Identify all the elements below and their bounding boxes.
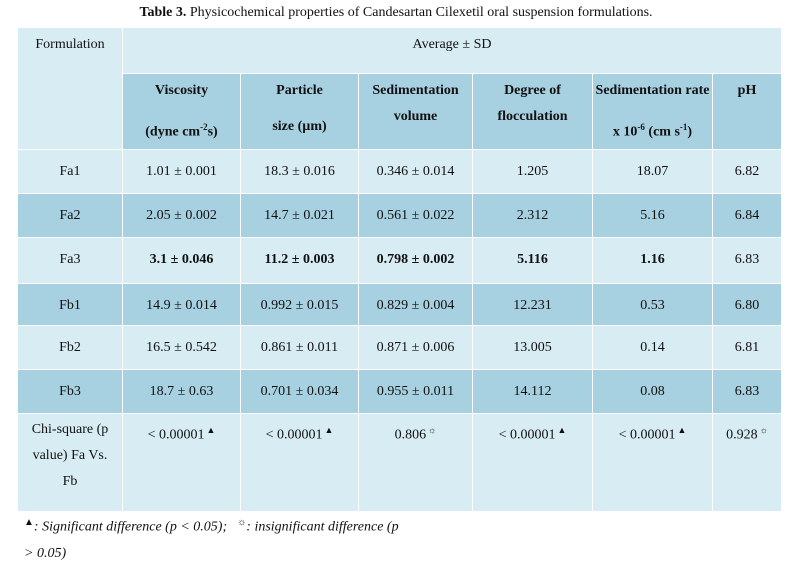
- significant-mark-icon: ▲: [324, 425, 334, 435]
- table-row: Fb3 18.7 ± 0.63 0.701 ± 0.034 0.955 ± 0.…: [17, 369, 782, 414]
- insignificant-mark-icon: ☼: [759, 425, 768, 435]
- significant-mark-icon: ▲: [677, 425, 687, 435]
- col-header-sed-rate-unit: x 10-6 (cm s-1): [612, 122, 693, 140]
- col-header-viscosity-unit: (dyne cm-2s): [145, 122, 218, 140]
- average-sd-header: Average ± SD: [122, 27, 782, 74]
- col-header-viscosity: Viscosity (dyne cm-2s): [122, 73, 241, 150]
- significant-mark-icon: ▲: [206, 425, 216, 435]
- table-row: Fa2 2.05 ± 0.002 14.7 ± 0.021 0.561 ± 0.…: [17, 193, 782, 238]
- insignificant-mark-icon: ☼: [237, 517, 247, 528]
- formulation-header: Formulation: [17, 27, 123, 150]
- table-row: Fb2 16.5 ± 0.542 0.861 ± 0.011 0.871 ± 0…: [17, 325, 782, 370]
- insignificant-mark-icon: ☼: [428, 425, 437, 435]
- footnote: ▲: Significant difference (p < 0.05); ☼: …: [24, 517, 399, 561]
- col-header-sed-rate: Sedimentation rate x 10-6 (cm s-1): [592, 73, 713, 150]
- col-header-sed-volume: Sedimentation volume: [358, 73, 473, 150]
- col-header-ph: pH: [712, 73, 782, 150]
- col-header-flocculation: Degree of flocculation: [472, 73, 593, 150]
- significant-mark-icon: ▲: [24, 517, 34, 528]
- fa3-sed-volume: 0.798 ± 0.002: [358, 237, 473, 284]
- caption-text: Physicochemical properties of Candesarta…: [189, 5, 653, 20]
- significant-mark-icon: ▲: [557, 425, 567, 435]
- table-caption: Table 3. Physicochemical properties of C…: [0, 5, 792, 21]
- table-row: Fa3 3.1 ± 0.046 11.2 ± 0.003 0.798 ± 0.0…: [17, 237, 782, 284]
- table-row: Fa1 1.01 ± 0.001 18.3 ± 0.016 0.346 ± 0.…: [17, 149, 782, 194]
- caption-label: Table 3.: [139, 5, 187, 20]
- properties-table: Formulation Average ± SD Viscosity (dyne…: [17, 27, 782, 512]
- col-header-particle-size: Particle size (µm): [240, 73, 359, 150]
- chi-square-label: Chi-square (p value) Fa Vs. Fb: [17, 413, 123, 512]
- table-row: Fb1 14.9 ± 0.014 0.992 ± 0.015 0.829 ± 0…: [17, 283, 782, 326]
- chi-square-row: Chi-square (p value) Fa Vs. Fb < 0.00001…: [17, 413, 782, 512]
